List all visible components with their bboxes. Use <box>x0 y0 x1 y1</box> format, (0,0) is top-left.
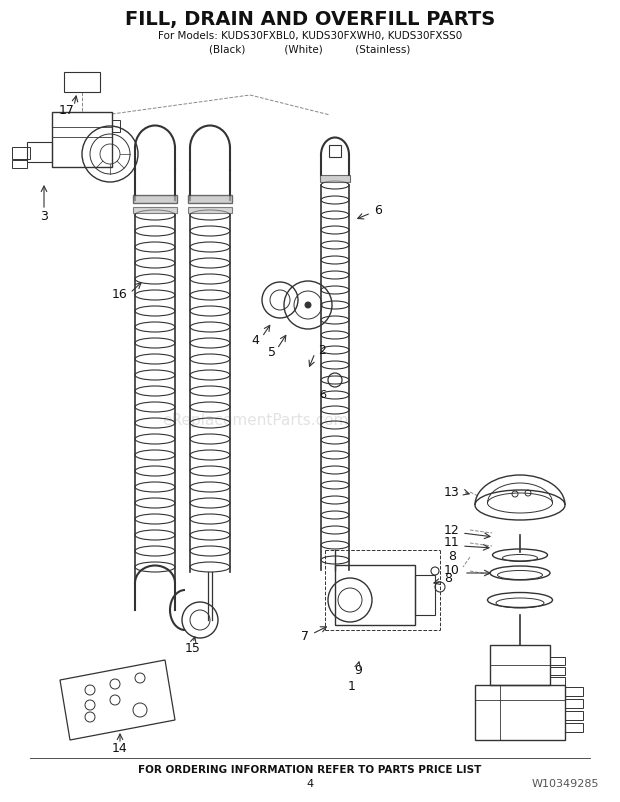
Bar <box>335 565 415 625</box>
Bar <box>565 723 583 732</box>
Bar <box>320 175 350 182</box>
Text: 4: 4 <box>251 334 259 346</box>
Bar <box>188 207 232 213</box>
Text: 8: 8 <box>444 572 452 585</box>
Text: FOR ORDERING INFORMATION REFER TO PARTS PRICE LIST: FOR ORDERING INFORMATION REFER TO PARTS … <box>138 765 482 775</box>
Bar <box>475 685 565 740</box>
Circle shape <box>305 302 311 308</box>
Text: For Models: KUDS30FXBL0, KUDS30FXWH0, KUDS30FXSS0: For Models: KUDS30FXBL0, KUDS30FXWH0, KU… <box>158 31 462 41</box>
Bar <box>112 120 120 132</box>
Text: 5: 5 <box>268 346 276 358</box>
Text: (Black)            (White)          (Stainless): (Black) (White) (Stainless) <box>210 45 410 55</box>
Bar <box>565 687 583 696</box>
Bar <box>565 711 583 720</box>
Text: 3: 3 <box>40 210 48 224</box>
Bar <box>565 699 583 708</box>
Bar <box>550 657 565 665</box>
Text: FILL, DRAIN AND OVERFILL PARTS: FILL, DRAIN AND OVERFILL PARTS <box>125 10 495 30</box>
Text: eReplacementParts.com: eReplacementParts.com <box>162 412 348 427</box>
Bar <box>415 575 435 615</box>
Text: 2: 2 <box>318 343 326 357</box>
Text: 9: 9 <box>354 663 362 677</box>
Text: 4: 4 <box>306 779 314 789</box>
Bar <box>188 195 232 203</box>
Bar <box>550 667 565 675</box>
Text: 8: 8 <box>448 550 456 564</box>
Text: 13: 13 <box>444 485 460 499</box>
Bar <box>27 142 52 162</box>
Text: 14: 14 <box>112 742 128 755</box>
Text: 10: 10 <box>444 565 460 577</box>
Text: 6: 6 <box>374 204 382 217</box>
Text: 6: 6 <box>319 390 327 400</box>
Bar <box>550 677 565 685</box>
Bar <box>490 645 550 685</box>
Bar <box>329 145 341 157</box>
Text: 11: 11 <box>444 537 460 549</box>
Text: 15: 15 <box>185 642 201 654</box>
Text: 17: 17 <box>59 103 75 116</box>
Bar <box>133 207 177 213</box>
Bar <box>64 72 100 92</box>
Text: 1: 1 <box>348 679 356 692</box>
Bar <box>12 160 27 168</box>
Text: W10349285: W10349285 <box>531 779 599 789</box>
Bar <box>133 195 177 203</box>
Bar <box>12 147 30 159</box>
Bar <box>52 112 112 167</box>
Text: 16: 16 <box>112 289 128 302</box>
Text: 7: 7 <box>301 630 309 643</box>
Text: 12: 12 <box>444 524 460 537</box>
